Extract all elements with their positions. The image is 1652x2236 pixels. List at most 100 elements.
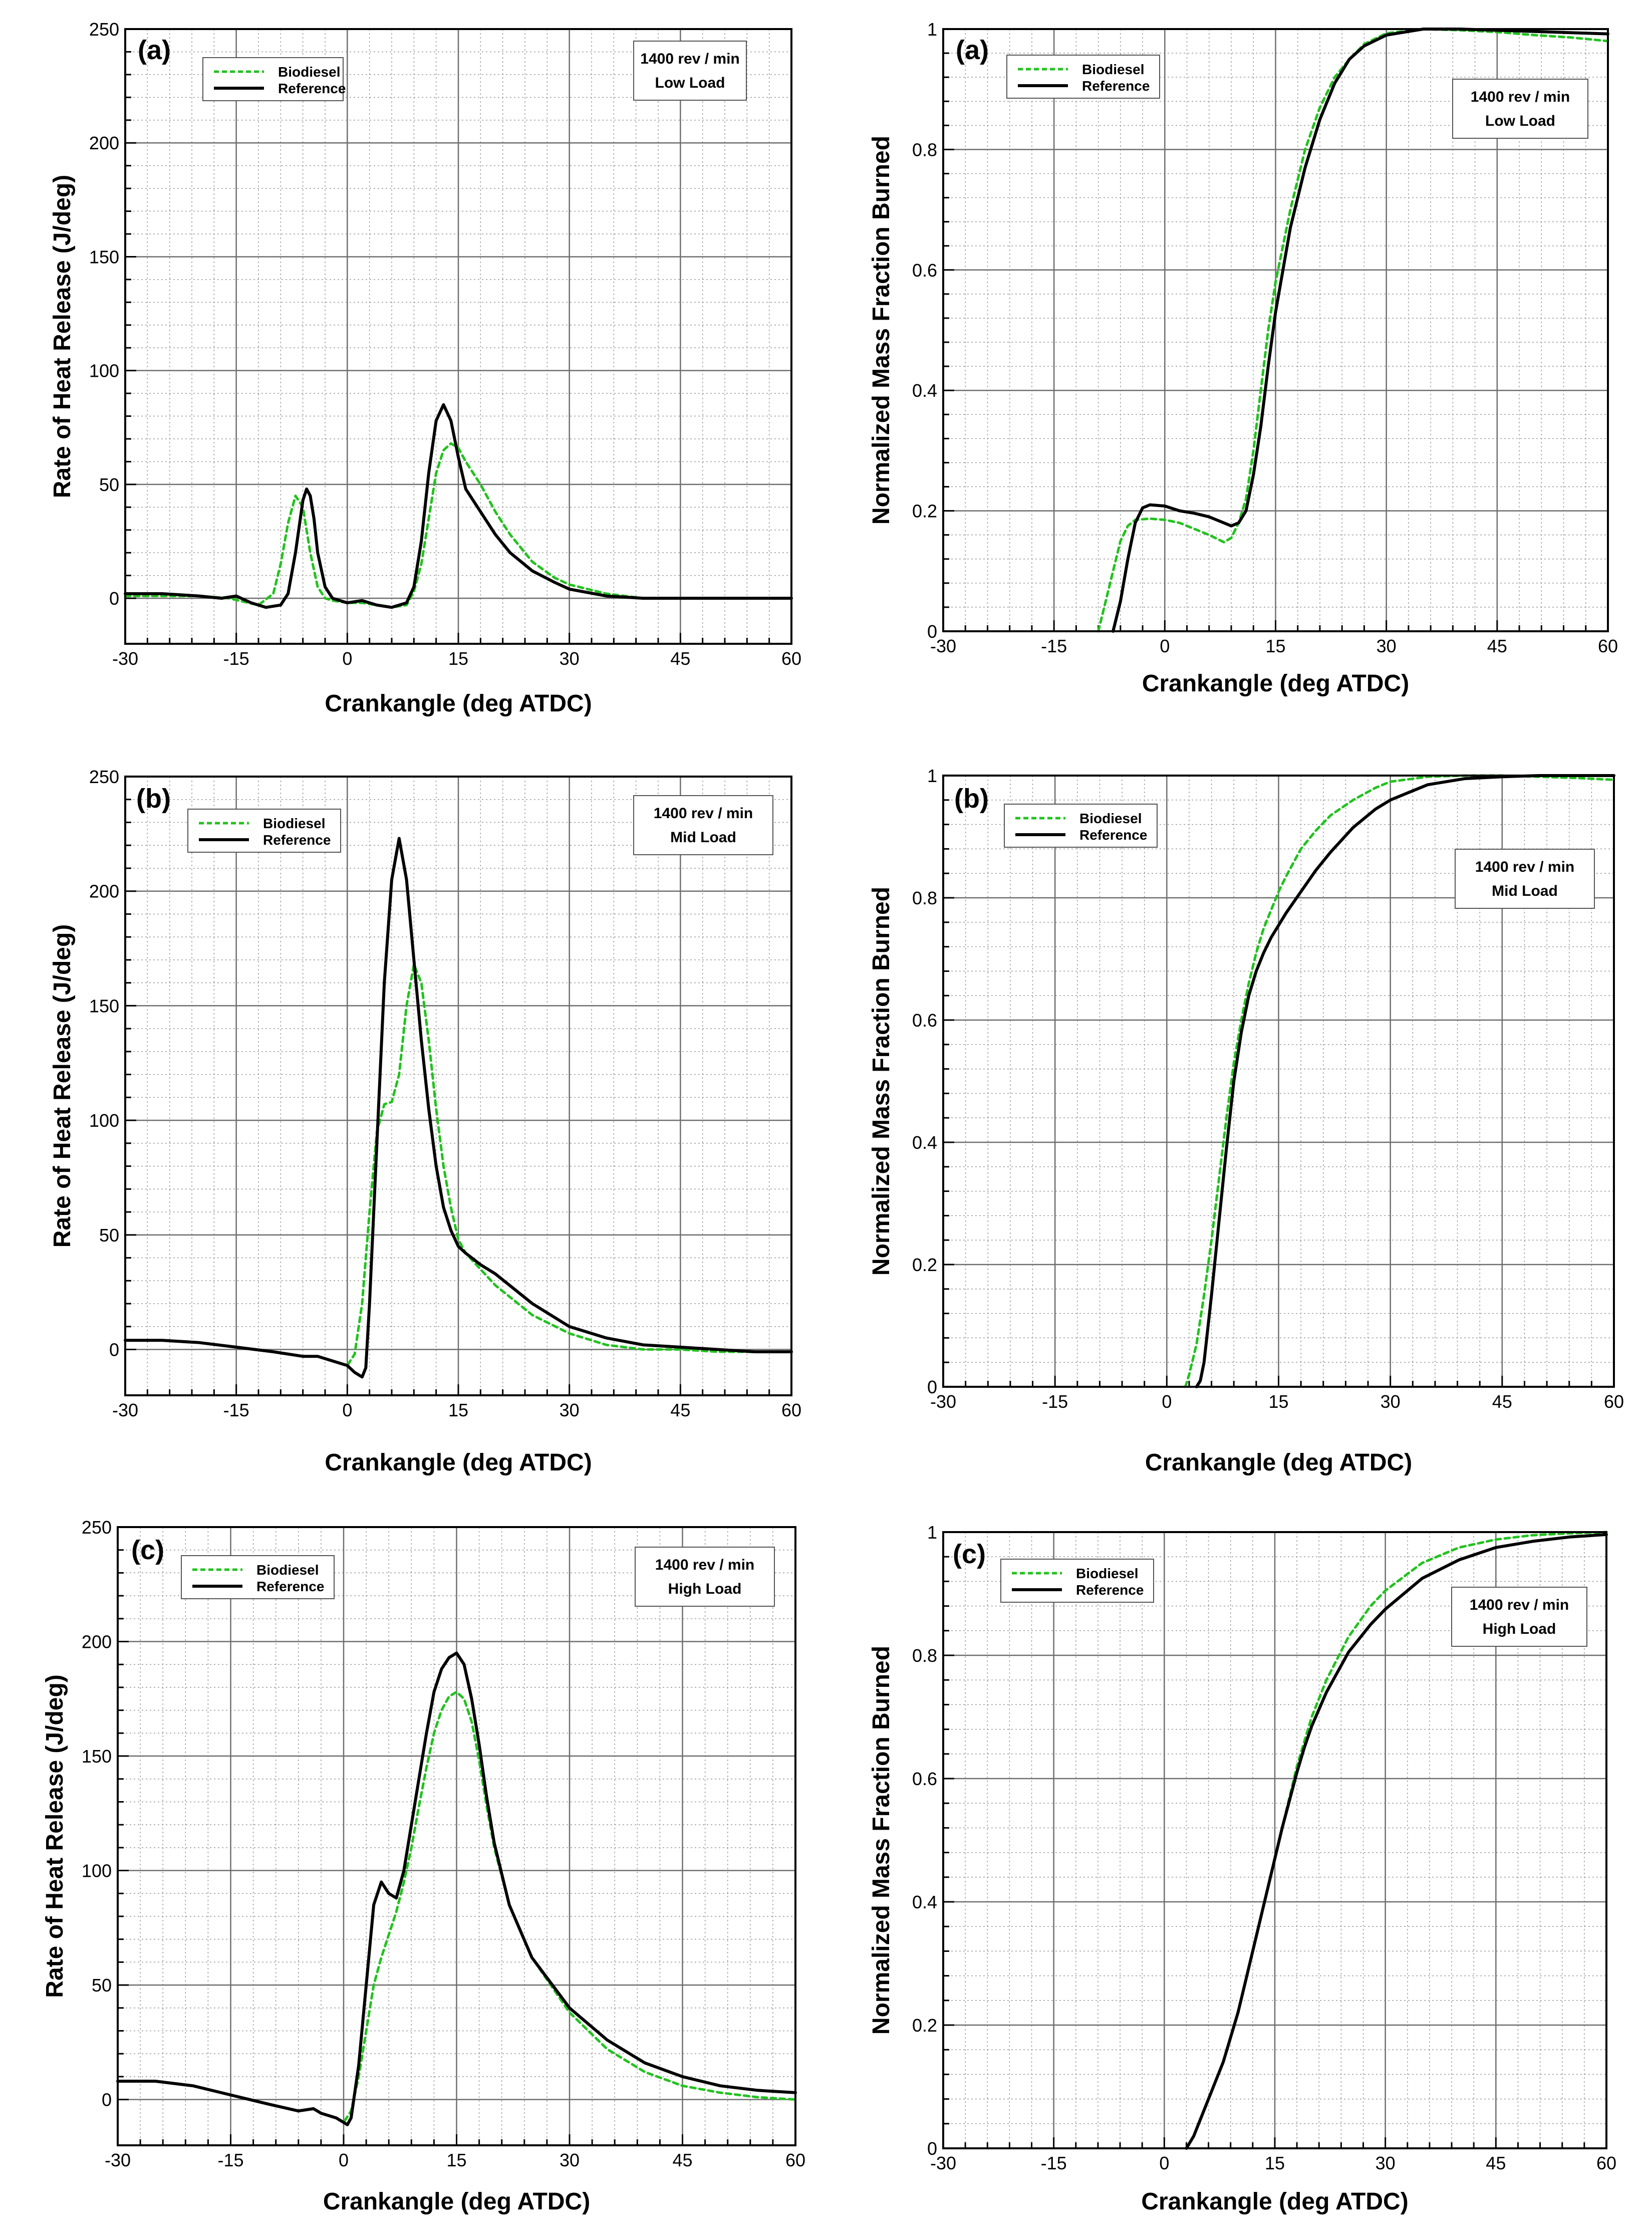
y-tick-label: 50 [92,1975,112,1996]
x-axis-label: Crankangle (deg ATDC) [1142,670,1409,697]
x-tick-label: -30 [112,648,138,669]
y-tick-label: 0.6 [912,1769,937,1789]
chart-b-mfb: -30 -15 0 15 30 45 60 0 0.2 0.4 0.6 0.8 1 Crankangle … [868,766,1624,1476]
load-condition-label: Mid Load [670,829,736,846]
annotation-box [1452,79,1588,139]
y-tick-label: 200 [89,881,119,902]
y-tick-label: 0.8 [912,139,937,160]
legend-label-biodiesel: Biodiesel [278,64,340,80]
x-tick-label: -15 [1042,1391,1068,1412]
y-tick-label: 150 [82,1746,112,1767]
legend-label-biodiesel: Biodiesel [1076,1566,1138,1581]
grid [124,776,792,1395]
x-tick-label: 45 [1487,636,1507,656]
x-axis-label: Crankangle (deg ATDC) [1145,1449,1412,1476]
x-tick-label: -30 [105,2150,131,2170]
x-tick-label: 60 [781,648,801,669]
x-tick-label: 60 [781,1400,801,1420]
y-tick-label: 0.6 [912,260,937,281]
panel-label: (c) [131,1535,164,1565]
series-line-reference [1185,1533,1608,2150]
x-tick-label: 45 [1486,2153,1506,2173]
y-tick-label: 200 [89,133,119,153]
y-axis-label: Normalized Mass Fraction Burned [868,1646,895,2035]
condition-annotation: 1400 rev / min Low Load [1452,79,1588,139]
plot-frame [942,1531,1607,2149]
y-tick-label: 0 [927,621,937,642]
plot-frame [942,28,1609,632]
x-tick-label: -30 [930,636,956,656]
engine-speed-label: 1400 rev / min [1475,859,1574,875]
x-tick-label: -30 [930,2153,956,2173]
y-axis-label: Normalized Mass Fraction Burned [868,887,895,1276]
y-tick-label: 0 [102,2090,112,2110]
legend-label-reference: Reference [278,81,346,96]
annotation-box [633,795,773,855]
x-tick-label: 45 [670,648,690,669]
x-tick-label: 30 [1376,636,1397,656]
condition-annotation: 1400 rev / min Low Load [633,41,747,101]
grid [117,1526,796,2145]
x-tick-label: 15 [448,648,468,669]
x-tick-label: 15 [1265,2153,1285,2173]
x-axis-label: Crankangle (deg ATDC) [1141,2188,1408,2215]
load-condition-label: Low Load [655,75,725,91]
condition-annotation: 1400 rev / min Mid Load [1455,849,1595,909]
legend-box [202,57,344,101]
chart-c-mfb: -30 -15 0 15 30 45 60 0 0.2 0.4 0.6 0.8 1 Crankangle … [868,1522,1616,2215]
x-tick-label: 60 [785,2150,805,2170]
legend-label-biodiesel: Biodiesel [1079,811,1142,826]
x-tick-label: 0 [342,648,352,669]
series-line-reference [116,1651,797,2126]
legend-label-biodiesel: Biodiesel [256,1562,319,1578]
y-tick-label: 50 [99,474,119,495]
legend-box [1006,55,1160,99]
x-tick-label: 0 [1162,1391,1172,1412]
x-tick-label: 60 [1604,1391,1624,1412]
series-line-reference [1195,774,1615,1388]
y-tick-label: 1 [927,1522,937,1543]
x-tick-label: -15 [217,2150,243,2170]
y-tick-label: 200 [82,1632,112,1652]
panel-label: (c) [953,1539,986,1569]
legend-box [181,1555,335,1599]
grid [124,28,792,644]
y-axis-label: Rate of Heat Release (J/deg) [49,175,76,499]
y-tick-label: 0.6 [912,1010,937,1031]
series-line-biodiesel [124,442,793,609]
y-tick-label: 0 [927,1377,937,1397]
y-tick-label: 0.4 [912,1892,937,1912]
x-tick-label: 30 [1375,2153,1396,2173]
legend-box [1004,804,1158,848]
annotation-box [635,1547,775,1607]
legend-box [187,809,341,853]
series-line-reference [124,403,793,609]
y-axis-label: Rate of Heat Release (J/deg) [49,924,76,1248]
legend-label-reference: Reference [1079,827,1147,843]
x-tick-label: 15 [446,2150,466,2170]
annotation-box [1451,1587,1587,1647]
y-tick-label: 150 [89,246,119,267]
y-tick-label: 100 [89,361,119,381]
x-tick-label: 15 [448,1400,468,1420]
condition-annotation: 1400 rev / min High Load [635,1547,775,1607]
legend-label-reference: Reference [1076,1582,1144,1598]
x-tick-label: 15 [1268,1391,1288,1412]
legend-label-biodiesel: Biodiesel [1082,62,1144,77]
panel-label: (a) [956,35,989,65]
y-axis-label: Rate of Heat Release (J/deg) [42,1674,68,1998]
plot-frame [124,28,792,645]
series-line-reference [124,837,793,1379]
engine-speed-label: 1400 rev / min [1470,1597,1569,1613]
legend-label-reference: Reference [1082,78,1150,94]
annotation-box [1455,849,1595,909]
y-tick-label: 50 [99,1225,119,1246]
engine-speed-label: 1400 rev / min [640,51,739,67]
y-tick-label: 0.2 [912,501,937,522]
chart-a-mfb: -30 -15 0 15 30 45 60 0 0.2 0.4 0.6 0.8 1 Crankangle … [868,19,1618,697]
